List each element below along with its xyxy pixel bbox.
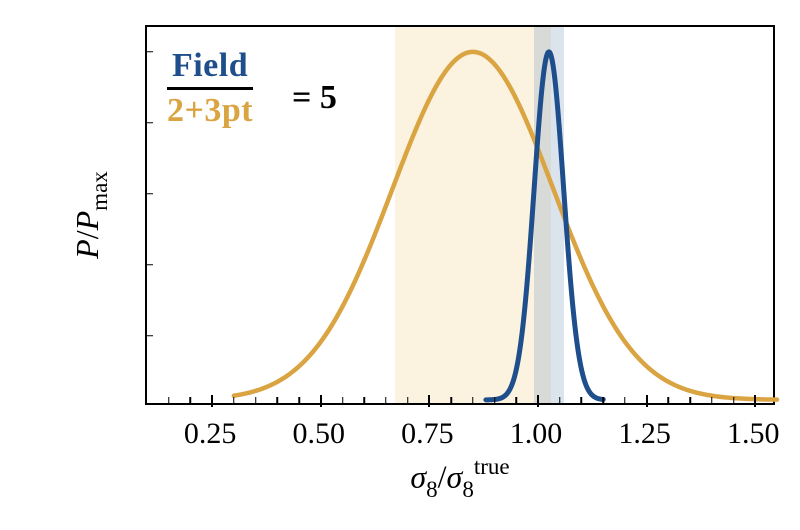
legend-2plus3pt-label: 2+3pt (167, 92, 253, 130)
y-minor-tick (147, 335, 153, 337)
x-minor-tick (450, 397, 452, 403)
x-axis-label: σ8/σ8true (410, 455, 509, 501)
y-minor-tick (147, 51, 153, 53)
x-minor-tick (385, 397, 387, 403)
x-minor-tick (233, 397, 235, 403)
x-tick (537, 395, 539, 407)
x-minor-tick (733, 397, 735, 403)
legend-field-label: Field (167, 47, 253, 85)
x-tick-label: 1.50 (727, 417, 780, 451)
x-tick-label: 1.00 (510, 417, 563, 451)
legend-equals-value: = 5 (292, 79, 337, 117)
x-tick (428, 395, 430, 407)
posterior-ratio-chart: Field 2+3pt = 5 0.25 0.50 0.75 1.00 1.25 1.50… (0, 0, 800, 530)
y-minor-tick (147, 122, 153, 124)
ratio-legend: Field 2+3pt (167, 47, 253, 130)
x-tick-label: 0.50 (293, 417, 346, 451)
x-minor-tick (559, 397, 561, 403)
series-field (486, 52, 603, 400)
x-tick (646, 395, 648, 407)
x-minor-tick (602, 397, 604, 403)
x-minor-tick (624, 397, 626, 403)
x-minor-tick (494, 397, 496, 403)
x-tick-label: 0.75 (401, 417, 454, 451)
x-minor-tick (298, 397, 300, 403)
x-minor-tick (472, 397, 474, 403)
plot-area: Field 2+3pt = 5 (145, 25, 775, 405)
x-minor-tick (689, 397, 691, 403)
x-tick (211, 395, 213, 407)
x-minor-tick (407, 397, 409, 403)
x-tick (320, 395, 322, 407)
x-minor-tick (363, 397, 365, 403)
y-minor-tick (147, 264, 153, 266)
y-axis-label: P/Pmax (69, 171, 111, 259)
x-minor-tick (342, 397, 344, 403)
legend-divider (167, 87, 253, 90)
x-minor-tick (255, 397, 257, 403)
x-tick (754, 395, 756, 407)
y-minor-tick (147, 193, 153, 195)
x-tick-label: 1.25 (618, 417, 671, 451)
x-minor-tick (711, 397, 713, 403)
x-minor-tick (581, 397, 583, 403)
x-minor-tick (277, 397, 279, 403)
x-minor-tick (668, 397, 670, 403)
x-minor-tick (168, 397, 170, 403)
x-tick-label: 0.25 (184, 417, 237, 451)
x-minor-tick (190, 397, 192, 403)
x-minor-tick (516, 397, 518, 403)
